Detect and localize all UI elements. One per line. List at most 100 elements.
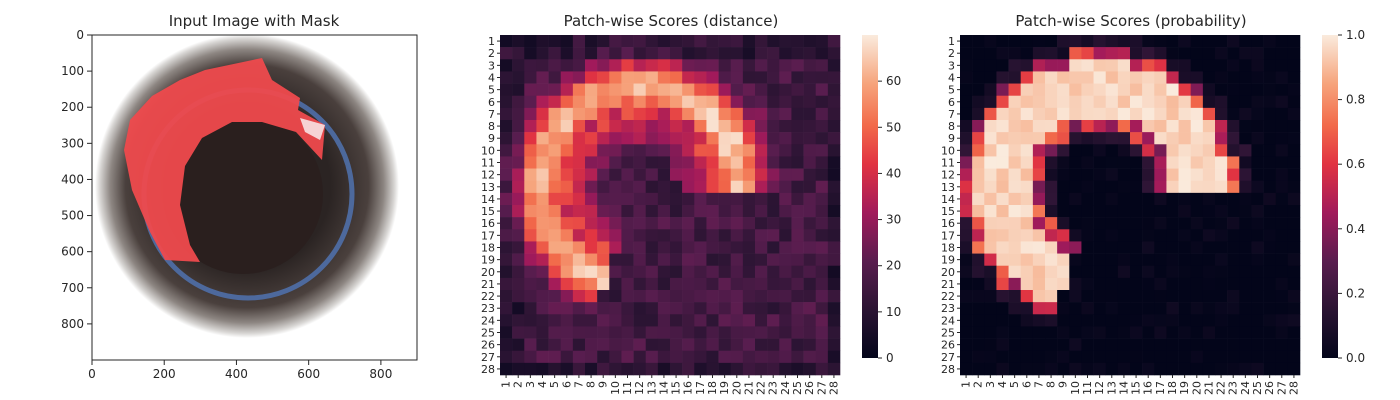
heatmap-cell	[670, 253, 683, 267]
heatmap-cell	[1117, 144, 1131, 157]
heatmap-cell	[1166, 144, 1179, 157]
heatmap-cell	[1215, 241, 1228, 254]
y-tick-label: 500	[61, 209, 84, 223]
heatmap-cell	[1239, 192, 1252, 206]
heatmap-cell	[791, 83, 804, 97]
heatmap-cell	[1093, 302, 1107, 315]
y-tick-label: 24	[481, 314, 495, 327]
x-tick-label: 13	[645, 381, 658, 395]
heatmap-cell	[1251, 156, 1264, 169]
heatmap-cell	[1202, 192, 1216, 206]
heatmap-cell	[996, 350, 1009, 364]
heatmap-cell	[815, 71, 829, 84]
heatmap-cell	[597, 59, 610, 72]
heatmap-cell	[1263, 265, 1277, 279]
heatmap-cell	[585, 253, 598, 267]
heatmap-cell	[984, 326, 997, 339]
heatmap-cell	[633, 241, 647, 254]
x-tick-label: 2	[972, 381, 985, 388]
heatmap-cell	[682, 47, 695, 60]
colorbar-tick-label: 0.4	[1346, 222, 1365, 236]
heatmap-cell	[1166, 132, 1179, 145]
heatmap-cell	[657, 241, 671, 254]
heatmap-cell	[960, 229, 973, 242]
heatmap-cell	[682, 156, 695, 169]
heatmap-cell	[1081, 180, 1094, 194]
heatmap-cell	[1142, 229, 1155, 242]
heatmap-cell	[560, 326, 574, 339]
heatmap-cell	[536, 180, 549, 194]
heatmap-cell	[645, 362, 659, 376]
heatmap-cell	[682, 192, 695, 206]
heatmap-cell	[1227, 229, 1240, 242]
heatmap-cell	[815, 120, 829, 133]
x-tick-label: 17	[1154, 381, 1167, 395]
heatmap-cell	[500, 302, 513, 315]
heatmap-cell	[609, 47, 622, 60]
heatmap-cell	[572, 168, 586, 182]
x-tick-label: 12	[633, 381, 646, 395]
heatmap-cell	[960, 290, 973, 303]
heatmap-cell	[1081, 277, 1094, 291]
heatmap-cell	[1166, 71, 1179, 84]
heatmap-cell	[972, 120, 985, 133]
heatmap-cell	[645, 205, 659, 218]
heatmap-cell	[755, 350, 768, 364]
heatmap-cell	[1045, 277, 1058, 291]
heatmap-cell	[1057, 144, 1070, 157]
heatmap-cell	[657, 35, 671, 48]
heatmap-cell	[1020, 205, 1034, 218]
heatmap-cell	[1227, 83, 1240, 97]
heatmap-cell	[1287, 144, 1301, 157]
x-tick-label: 2	[512, 381, 525, 388]
heatmap-cell	[645, 241, 659, 254]
heatmap-cell	[815, 338, 829, 352]
heatmap-cell	[779, 326, 792, 339]
heatmap-cell	[1263, 95, 1277, 109]
heatmap-cell	[670, 192, 683, 206]
heatmap-cell	[1130, 120, 1143, 133]
heatmap-cell	[548, 314, 562, 327]
heatmap-cell	[621, 95, 634, 109]
heatmap-cell	[767, 314, 780, 327]
heatmap-cell	[512, 192, 525, 206]
heatmap-cell	[585, 338, 598, 352]
heatmap-cell	[670, 326, 683, 339]
heatmap-cell	[657, 290, 671, 303]
heatmap-cell	[815, 168, 829, 182]
heatmap-cell	[1166, 338, 1179, 352]
heatmap-cell	[1239, 144, 1252, 157]
heatmap-cell	[1057, 47, 1070, 60]
heatmap-cell	[645, 338, 659, 352]
heatmap-cell	[1057, 95, 1070, 109]
x-tick-label: 5	[548, 381, 561, 388]
heatmap-cell	[1117, 107, 1131, 121]
x-tick-label: 21	[1202, 381, 1215, 395]
heatmap-cell	[718, 265, 732, 279]
heatmap-cell	[633, 71, 647, 84]
heatmap-cell	[996, 180, 1009, 194]
heatmap-cell	[730, 192, 744, 206]
heatmap-cell	[1202, 47, 1216, 60]
heatmap-cell	[670, 47, 683, 60]
heatmap-cell	[1251, 229, 1264, 242]
x-tick-label: 9	[1057, 381, 1070, 388]
heatmap-cell	[548, 290, 562, 303]
heatmap-cell	[633, 350, 647, 364]
heatmap-cell	[996, 47, 1009, 60]
heatmap-cell	[1142, 241, 1155, 254]
y-tick-label: 8	[488, 120, 495, 133]
heatmap-cell	[1032, 362, 1046, 376]
heatmap-cell	[827, 47, 841, 60]
heatmap-cell	[815, 35, 829, 48]
heatmap-cell	[1008, 265, 1022, 279]
heatmap-cell	[815, 362, 829, 376]
heatmap-cell	[767, 83, 780, 97]
heatmap-cell	[827, 35, 841, 48]
heatmap-cell	[1081, 326, 1094, 339]
heatmap-cell	[585, 35, 598, 48]
heatmap-cell	[1130, 47, 1143, 60]
heatmap-cell	[682, 120, 695, 133]
heatmap-cell	[779, 71, 792, 84]
heatmap-cell	[1178, 107, 1192, 121]
